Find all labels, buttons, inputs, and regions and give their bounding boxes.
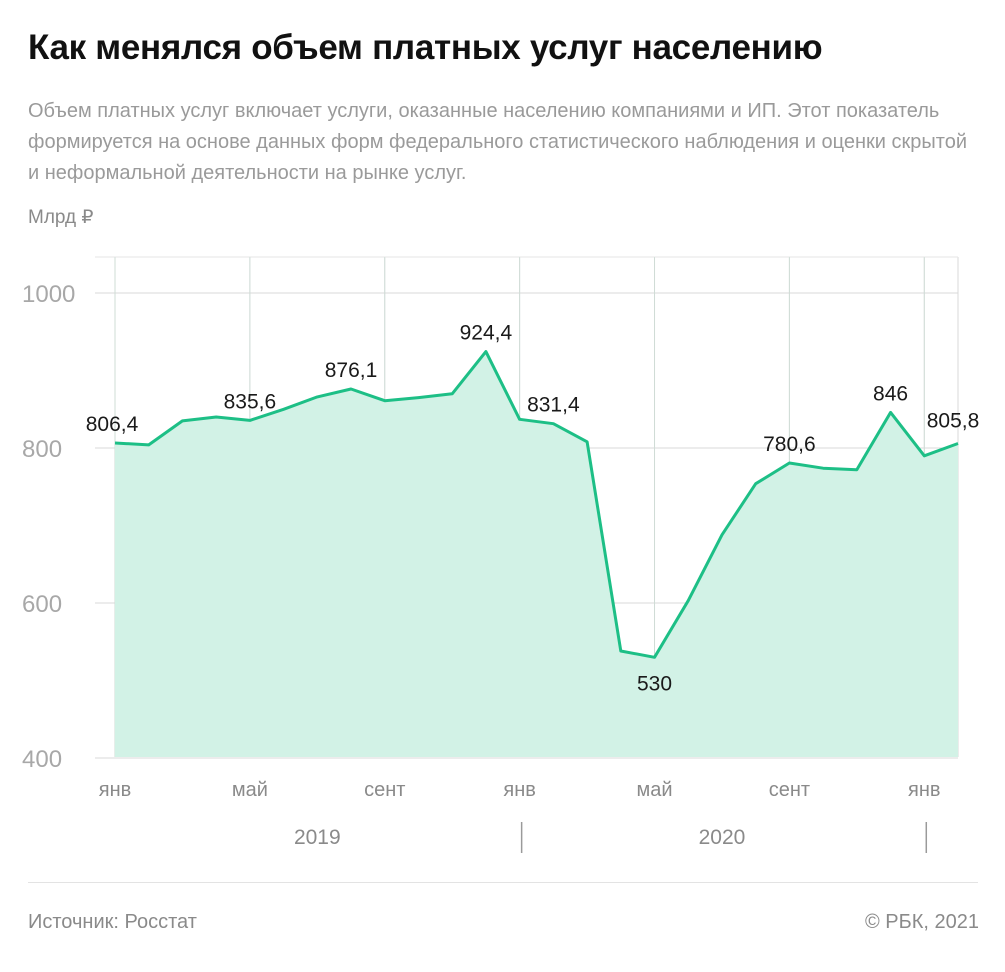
- data-label: 876,1: [325, 359, 378, 382]
- data-label: 924,4: [460, 322, 513, 345]
- chart-title: Как менялся объем платных услуг населени…: [28, 28, 823, 67]
- x-tick-label: янв: [99, 779, 132, 801]
- x-tick-label: сент: [769, 779, 810, 801]
- year-label: 2020: [699, 826, 746, 849]
- y-axis-unit-label: Млрд ₽: [28, 207, 94, 228]
- copyright-label: © РБК, 2021: [864, 911, 979, 933]
- data-label: 530: [637, 672, 672, 695]
- y-tick-label: 600: [22, 591, 62, 618]
- x-tick-label: янв: [503, 779, 536, 801]
- data-label: 835,6: [224, 390, 277, 413]
- area-chart: 400 600 800 1000 янв май сент янв май сент янв 20…: [22, 256, 980, 853]
- y-tick-label: 400: [22, 746, 62, 773]
- series-line: [114, 350, 959, 659]
- x-tick-label: май: [636, 779, 672, 801]
- x-tick-label: сент: [364, 779, 405, 801]
- data-labels: 806,4 835,6 876,1 924,4 831,4 530 780,6 846 805,…: [86, 322, 980, 696]
- chart-subtitle: Объем платных услуг включает услуги, ока…: [28, 100, 967, 184]
- year-labels: 2019 2020: [294, 822, 928, 853]
- x-tick-label: май: [232, 779, 268, 801]
- footer-divider: [28, 882, 978, 883]
- x-axis-ticks: янв май сент янв май сент янв: [99, 779, 941, 801]
- y-tick-label: 800: [22, 436, 62, 463]
- area-fill: [115, 351, 958, 757]
- data-label: 805,8: [927, 410, 980, 433]
- source-label: Источник: Росстат: [28, 911, 197, 933]
- data-label: 780,6: [763, 433, 816, 456]
- y-tick-label: 1000: [22, 281, 75, 308]
- data-label: 846: [873, 382, 908, 405]
- year-label: 2019: [294, 826, 341, 849]
- data-label: 831,4: [527, 394, 580, 417]
- data-label: 806,4: [86, 413, 139, 436]
- y-axis-ticks: 400 600 800 1000: [22, 281, 75, 773]
- x-tick-label: янв: [908, 779, 941, 801]
